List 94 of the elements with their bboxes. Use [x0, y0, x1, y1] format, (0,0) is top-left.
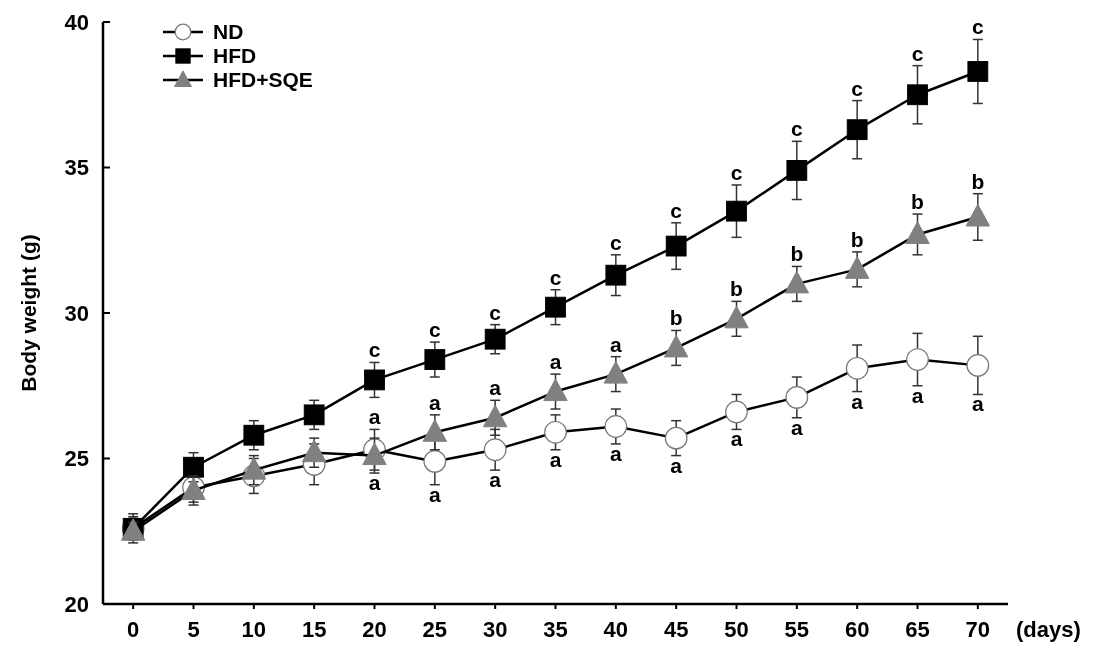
point: [663, 334, 689, 358]
annotation: c: [911, 41, 924, 65]
point: [966, 353, 990, 377]
point: [183, 456, 204, 478]
annotation: a: [368, 405, 381, 429]
annotation: a: [609, 332, 622, 356]
x-tick-label: 10: [241, 617, 267, 642]
x-tick-label: 5: [187, 617, 200, 642]
annotation: b: [850, 227, 864, 251]
annotation: a: [911, 383, 924, 407]
point: [665, 235, 687, 257]
annotation: c: [368, 338, 381, 362]
annotation: a: [730, 427, 743, 451]
point: [725, 400, 748, 424]
point: [906, 348, 929, 371]
point: [905, 221, 930, 244]
point: [301, 439, 327, 463]
annotation: b: [669, 306, 683, 330]
point: [603, 361, 629, 384]
point: [845, 356, 869, 380]
point: [422, 419, 448, 442]
annotation: c: [549, 265, 562, 289]
point: [483, 438, 507, 462]
annotation: a: [790, 415, 803, 439]
x-tick-label: 35: [543, 617, 568, 642]
x-tick-label: 30: [482, 617, 508, 642]
x-tick-label: 15: [301, 617, 327, 642]
point: [785, 385, 809, 409]
x-tick-label: 50: [724, 617, 749, 642]
annotation: b: [971, 169, 985, 193]
annotation: c: [971, 15, 984, 39]
annotation: a: [549, 350, 562, 374]
point: [907, 84, 928, 106]
x-axis-title: (days): [1016, 617, 1081, 642]
point: [423, 450, 447, 473]
legend-label: HFD: [213, 44, 257, 68]
point: [604, 415, 628, 438]
annotation: a: [670, 453, 683, 477]
point: [846, 119, 868, 141]
point: [844, 256, 870, 279]
point: [543, 378, 568, 402]
point: [484, 328, 506, 350]
point: [545, 296, 566, 318]
annotation: c: [670, 198, 683, 222]
point: [664, 426, 688, 450]
annotation: a: [368, 471, 381, 495]
annotation: c: [609, 230, 622, 254]
point: [241, 457, 267, 480]
annotation: a: [851, 389, 864, 413]
x-tick-label: 60: [844, 617, 870, 642]
point: [965, 203, 991, 227]
annotation: a: [428, 390, 441, 414]
y-tick-label: 35: [64, 155, 89, 181]
x-tick-label: 20: [362, 617, 387, 642]
x-tick-label: 40: [603, 617, 629, 642]
legend-label: ND: [213, 20, 244, 44]
x-tick-label: 0: [127, 617, 140, 642]
annotation: a: [489, 468, 502, 492]
annotation: b: [911, 190, 924, 214]
y-tick-label: 40: [64, 9, 89, 35]
y-tick-label: 20: [64, 591, 89, 617]
point: [784, 270, 810, 294]
point: [364, 369, 385, 391]
x-tick-label: 45: [663, 617, 689, 642]
point: [482, 404, 508, 428]
annotation: a: [489, 376, 502, 400]
annotation: a: [609, 441, 622, 465]
point: [303, 404, 325, 426]
annotation: c: [428, 318, 441, 342]
point: [243, 424, 265, 446]
annotation: a: [971, 392, 984, 416]
x-tick-label: 25: [422, 617, 448, 642]
point: [724, 305, 749, 329]
x-tick-label: 65: [905, 617, 930, 642]
annotation: c: [730, 160, 743, 184]
x-tick-label: 70: [965, 617, 991, 642]
annotation: c: [851, 76, 864, 100]
y-axis-title: Body weight (g): [17, 234, 40, 392]
annotation: a: [428, 482, 441, 506]
annotation: c: [489, 300, 502, 324]
y-tick-label: 25: [64, 446, 89, 472]
annotation: b: [730, 277, 743, 301]
point: [605, 264, 627, 286]
point: [786, 160, 808, 181]
legend-label: HFD+SQE: [213, 68, 313, 92]
y-tick-label: 30: [64, 300, 89, 326]
annotation: c: [790, 117, 803, 141]
annotation: a: [549, 447, 562, 471]
point: [424, 349, 446, 370]
point: [544, 420, 567, 444]
point: [967, 61, 989, 82]
x-tick-label: 55: [784, 617, 810, 642]
point: [726, 200, 747, 222]
annotation: b: [790, 242, 804, 266]
